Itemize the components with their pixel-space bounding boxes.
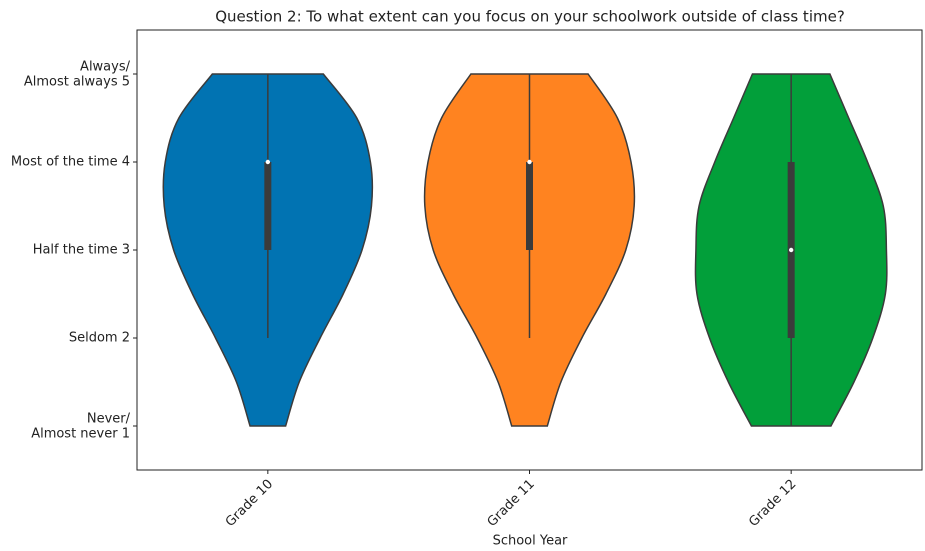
x-tick-label: Grade 10 [223,477,276,530]
y-tick-label: Half the time 3 [33,243,130,258]
iqr-box [264,162,272,250]
median [265,159,271,165]
chart-title: Question 2: To what extent can you focus… [215,8,845,26]
y-tick-label: Seldom 2 [69,331,130,346]
y-tick-label: Most of the time 4 [11,155,130,170]
x-tick-label: Grade 11 [485,477,538,530]
iqr-box [526,162,533,250]
median [527,159,532,165]
y-tick-label: Always/Almost always 5 [24,59,131,89]
y-tick-label: Never/Almost never 1 [31,411,130,441]
x-axis-label: School Year [493,534,568,549]
median [788,247,794,253]
x-tick-label: Grade 12 [746,477,799,530]
